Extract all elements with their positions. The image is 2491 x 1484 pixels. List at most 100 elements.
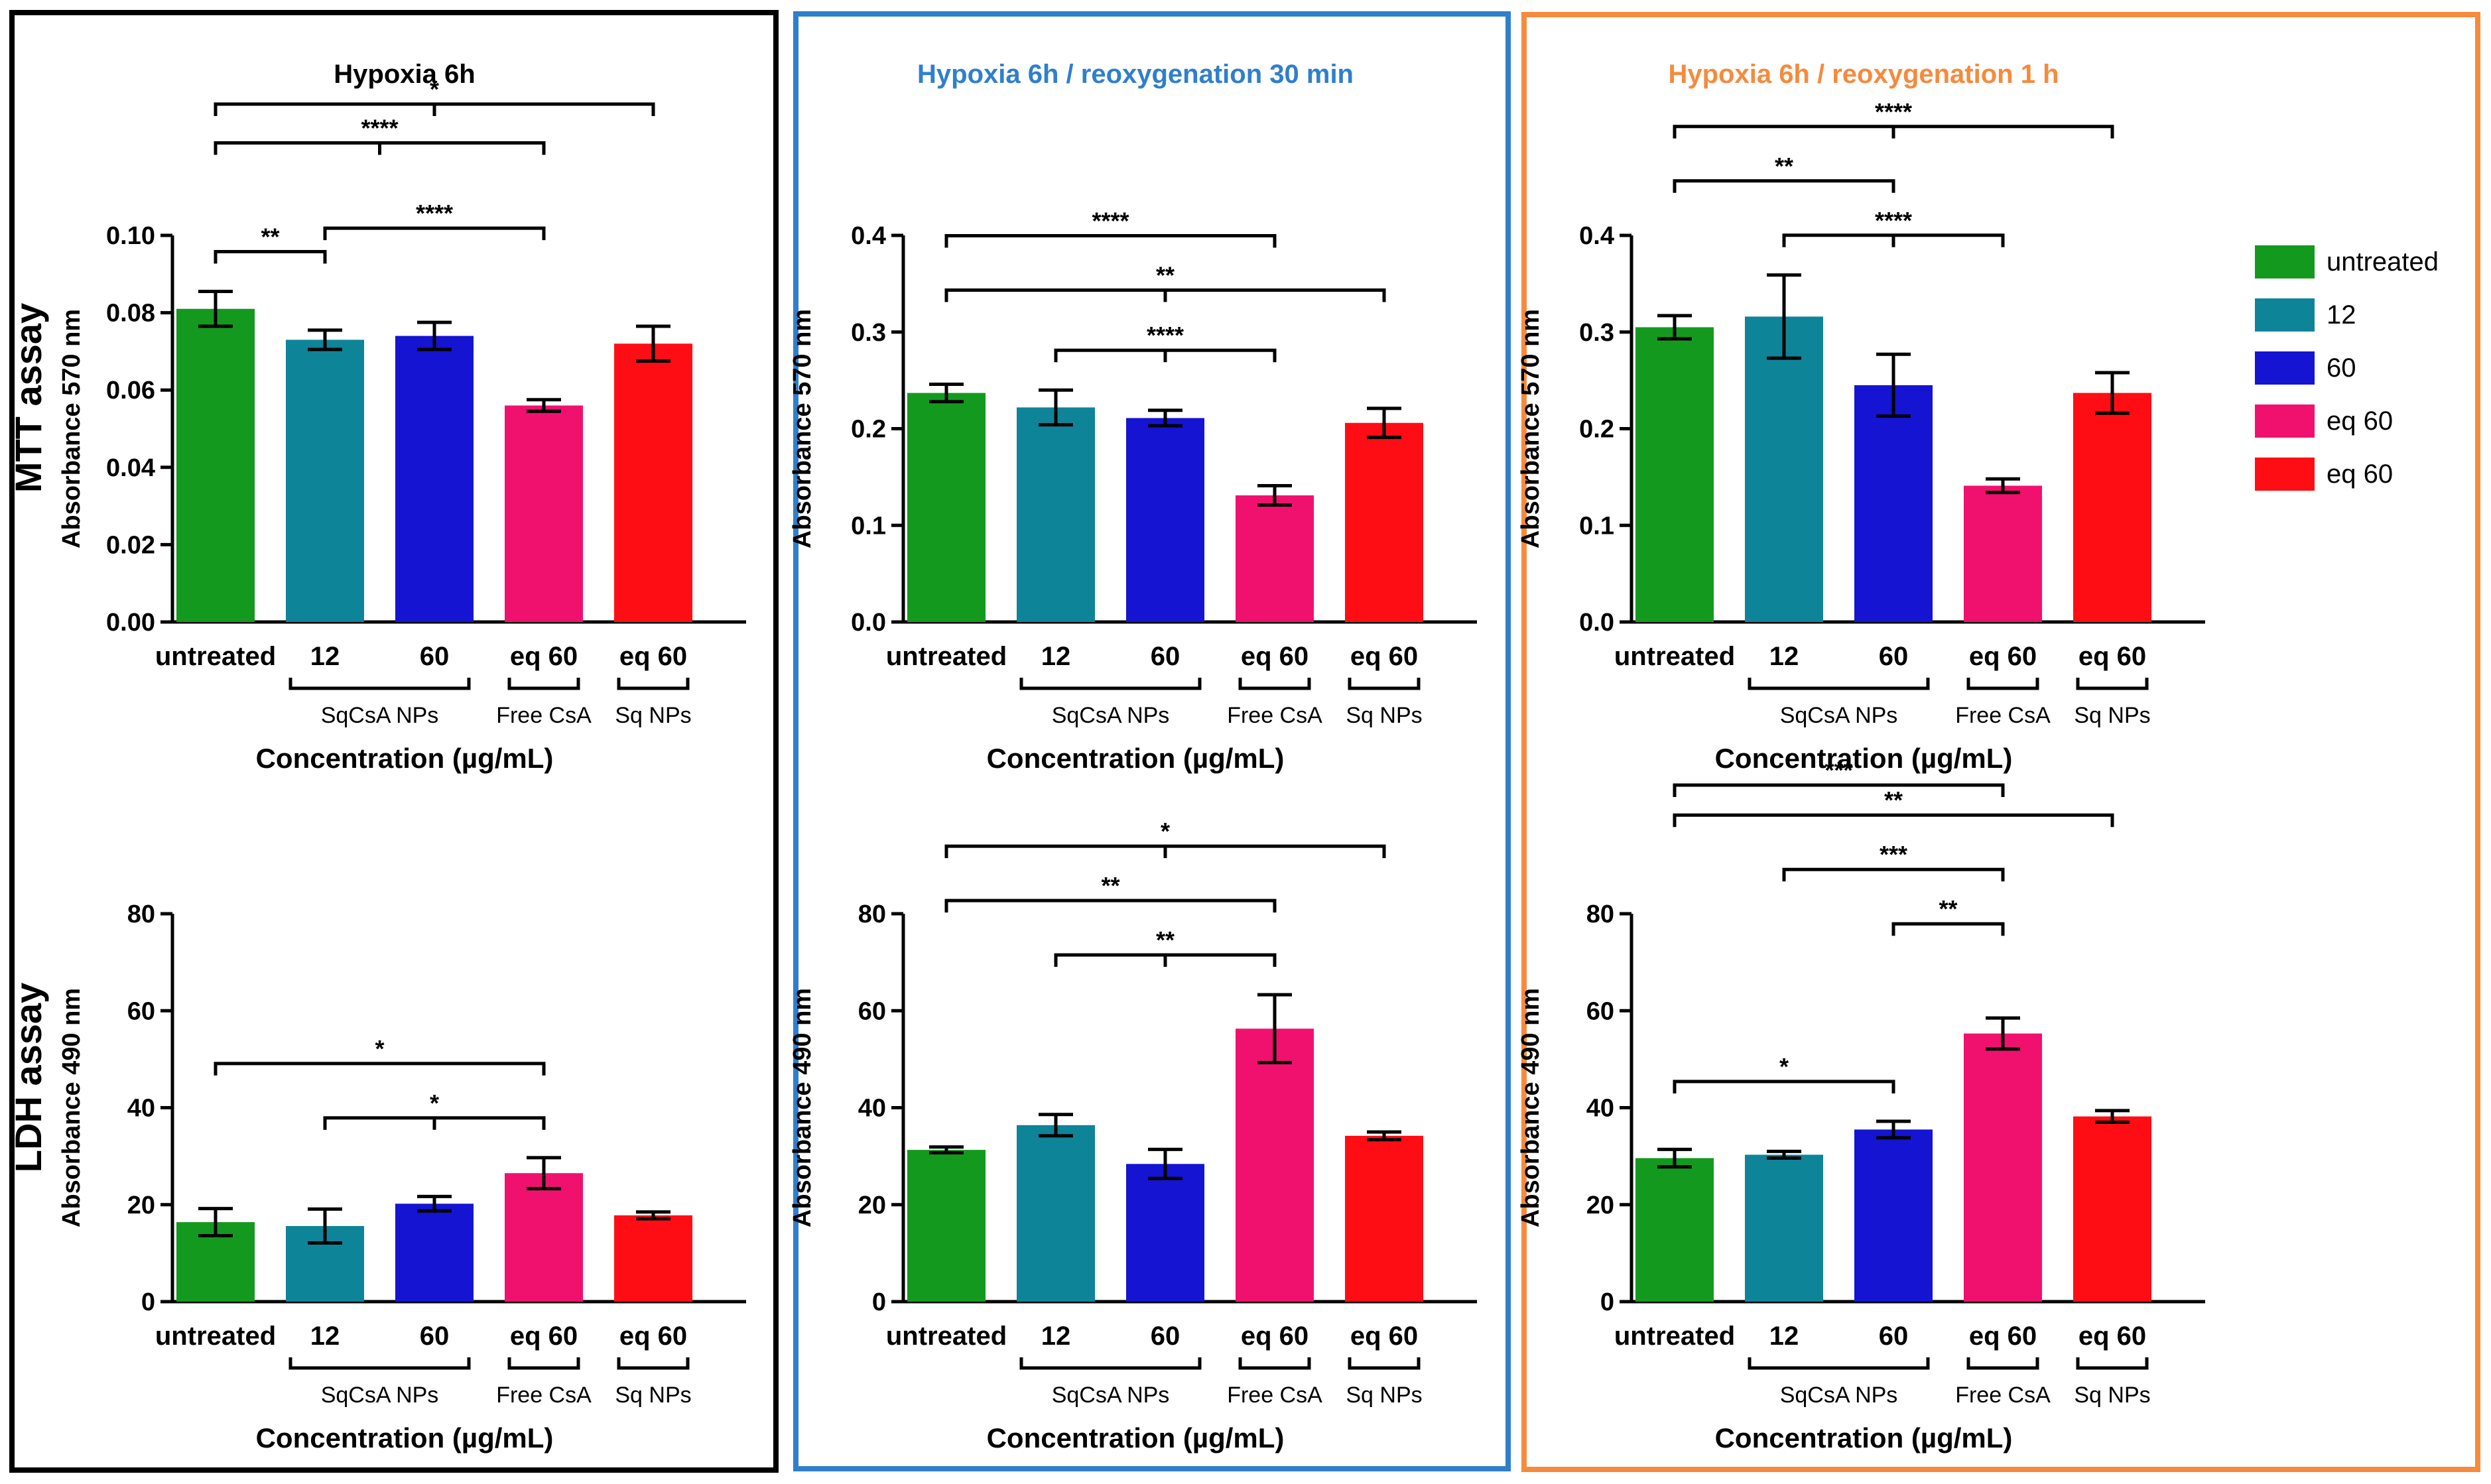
chart-title: Hypoxia 6h / reoxygenation 30 min (917, 60, 1354, 89)
chart-title: Hypoxia 6h (334, 60, 475, 89)
bar-eq-60 (1236, 1028, 1314, 1302)
bar-12 (1745, 1154, 1823, 1302)
group-bracket (1238, 678, 1311, 690)
y-tick-label: 0.3 (851, 319, 886, 347)
chart-title: Hypoxia 6h / reoxygenation 1 h (1668, 60, 2059, 89)
group-bracket (617, 678, 690, 690)
x-axis-label: Concentration (µg/mL) (987, 743, 1285, 774)
legend: untreated 12 60 eq 60 eq 60 (2255, 245, 2439, 491)
significance-bracket (214, 250, 327, 264)
group-bracket (2076, 678, 2149, 690)
bar-eq-60 (1964, 1033, 2042, 1302)
y-tick-label: 0.4 (851, 222, 886, 250)
significance-bracket (1673, 1080, 1895, 1093)
group-bracket (288, 678, 471, 690)
y-tick-label: 60 (1586, 997, 1614, 1025)
significance-label: *** (1824, 757, 1852, 784)
group-bracket (1019, 678, 1202, 690)
charts: Hypoxia 6h0.000.020.040.060.080.10Absorb… (58, 60, 2205, 1453)
bar-60 (1126, 418, 1204, 622)
group-bracket (1966, 678, 2039, 690)
y-tick-label: 40 (858, 1095, 886, 1123)
y-tick-label: 0.2 (851, 416, 886, 444)
y-tick-label: 60 (127, 997, 155, 1025)
group-label: Free CsA (496, 703, 592, 728)
x-axis-label: Concentration (µg/mL) (987, 1422, 1285, 1453)
legend-swatch (2255, 458, 2315, 491)
x-tick-label: 60 (1151, 642, 1181, 671)
group-label: SqCsA NPs (1780, 703, 1898, 728)
x-tick-label: eq 60 (1350, 642, 1418, 671)
group-label: SqCsA NPs (321, 703, 439, 728)
legend-label: untreated (2327, 247, 2439, 277)
group-bracket (1748, 1357, 1930, 1370)
legend-swatch (2255, 298, 2315, 332)
group-label: Sq NPs (2074, 1383, 2150, 1408)
significance-label: * (430, 1089, 439, 1117)
x-tick-label: 60 (1151, 1322, 1181, 1351)
x-tick-label: 60 (1879, 1322, 1909, 1351)
y-tick-label: 0.0 (851, 609, 886, 637)
group-label: Free CsA (496, 1383, 592, 1408)
x-tick-label: eq 60 (1241, 642, 1309, 671)
bar-eq-60 (1345, 1135, 1423, 1302)
y-axis-label: Absorbance 570 nm (58, 309, 86, 548)
x-tick-label: eq 60 (2078, 642, 2146, 671)
x-tick-label: untreated (886, 642, 1007, 671)
significance-label: * (1779, 1053, 1789, 1080)
bar-eq-60 (1236, 495, 1314, 622)
chart-mtt-0: Hypoxia 6h 0.00 0.02 0.04 0.06 0.08 0.10 Absorb… (58, 60, 746, 774)
legend-label: eq 60 (2327, 406, 2393, 436)
significance-bracket (944, 898, 1277, 913)
significance-label: **** (1875, 207, 1912, 234)
legend-label: 12 (2327, 300, 2356, 330)
bar-untreated (176, 308, 255, 622)
x-tick-label: 12 (310, 642, 340, 671)
y-tick-label: 0.06 (106, 377, 155, 404)
y-tick-label: 0.1 (1579, 512, 1614, 540)
group-label: Free CsA (1955, 1383, 2051, 1408)
chart-ldh-1: 0 20 40 60 80 Absorbance 490 nm untreated 12 60 e… (789, 818, 1477, 1453)
bar-eq-60 (1964, 485, 2042, 622)
bar-untreated (907, 1150, 986, 1302)
legend-label: eq 60 (2327, 460, 2393, 489)
significance-label: * (1161, 818, 1170, 845)
x-axis-label: Concentration (µg/mL) (1715, 743, 2013, 774)
y-tick-label: 0.04 (106, 454, 155, 482)
group-label: Sq NPs (1346, 703, 1422, 728)
panel-frame-reox-1h (1521, 12, 2480, 1472)
panel-frame-reox-30min (793, 11, 1511, 1471)
group-label: Sq NPs (1346, 1383, 1422, 1408)
x-tick-label: eq 60 (2078, 1322, 2146, 1351)
group-label: Sq NPs (615, 1383, 691, 1408)
group-label: Sq NPs (615, 703, 691, 728)
group-bracket (288, 1357, 471, 1370)
group-bracket (507, 1357, 580, 1370)
x-tick-label: untreated (1614, 642, 1735, 671)
x-axis-label: Concentration (µg/mL) (256, 743, 554, 774)
x-tick-label: eq 60 (510, 1322, 578, 1351)
group-bracket (1348, 1357, 1421, 1370)
group-label: Sq NPs (2074, 703, 2150, 728)
x-tick-label: 60 (1879, 642, 1909, 671)
bar-untreated (1635, 1158, 1714, 1302)
group-label: Free CsA (1955, 703, 2051, 728)
x-axis-label: Concentration (µg/mL) (256, 1422, 554, 1453)
row-label-ldh: LDH assay (7, 983, 49, 1172)
chart-mtt-1: Hypoxia 6h / reoxygenation 30 min 0.0 0.1 0… (789, 60, 1477, 774)
x-tick-label: 60 (420, 1322, 450, 1351)
legend-label: 60 (2327, 353, 2356, 383)
y-tick-label: 60 (858, 997, 886, 1025)
bar-eq-60 (614, 1215, 692, 1302)
y-tick-label: 80 (858, 900, 886, 928)
significance-bracket (1782, 867, 2005, 882)
significance-label: * (375, 1035, 384, 1062)
bar-12 (1017, 1125, 1095, 1302)
legend-swatch (2255, 404, 2315, 438)
x-tick-label: untreated (155, 642, 276, 671)
significance-label: **** (361, 115, 398, 142)
y-tick-label: 20 (858, 1192, 886, 1219)
bar-untreated (907, 393, 986, 622)
x-tick-label: eq 60 (1969, 1322, 2037, 1351)
bar-60 (395, 1204, 474, 1302)
